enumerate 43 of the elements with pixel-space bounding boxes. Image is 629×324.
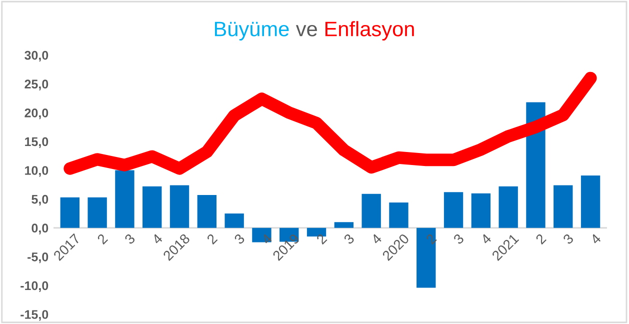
y-tick-label: -5,0 (28, 252, 48, 264)
y-tick-label: 25,0 (24, 80, 48, 90)
x-tick-label: 2 (206, 233, 218, 245)
bar (389, 202, 408, 228)
bar (60, 197, 80, 228)
x-tick-label: 2 (96, 233, 108, 245)
bar (197, 195, 217, 228)
bar (334, 222, 354, 228)
x-tick-label: 2 (426, 233, 437, 245)
y-tick-label: 15,0 (25, 137, 48, 148)
y-tick-label: 20,0 (24, 108, 48, 120)
chart-title: Büyüme ve Enflasyon (214, 21, 414, 40)
x-tick-label: 3 (234, 233, 246, 245)
bar (88, 197, 107, 228)
bar (115, 170, 134, 228)
bar (252, 228, 272, 242)
x-tick-label: 4 (370, 233, 382, 245)
x-tick-label: 3 (452, 233, 464, 245)
x-tick-label: 2 (535, 233, 546, 245)
y-tick-label: 0,0 (32, 224, 48, 234)
bar (580, 175, 600, 228)
x-tick-label: 3 (124, 233, 136, 245)
x-tick-label: 4 (590, 233, 602, 245)
x-tick-label: 4 (480, 233, 492, 245)
bar (170, 185, 190, 228)
x-tick-label: 4 (151, 233, 164, 245)
y-tick-label: -15,0 (20, 310, 48, 321)
x-tick-label: 4 (260, 233, 273, 245)
bar (554, 185, 573, 228)
bar (362, 194, 381, 228)
x-tick-label: 3 (562, 233, 574, 245)
y-tick-label: 5,0 (32, 194, 48, 206)
x-tick-label: 3 (343, 233, 355, 245)
y-tick-label: 10,0 (25, 166, 48, 177)
bar (444, 192, 464, 228)
x-tick-label: 2 (316, 233, 328, 245)
bar (142, 186, 162, 228)
y-tick-label: 30,0 (24, 50, 48, 62)
bar (498, 186, 518, 228)
bar (471, 193, 491, 228)
bar (224, 213, 244, 228)
y-tick-label: -10,0 (20, 281, 48, 292)
bar (416, 228, 436, 288)
